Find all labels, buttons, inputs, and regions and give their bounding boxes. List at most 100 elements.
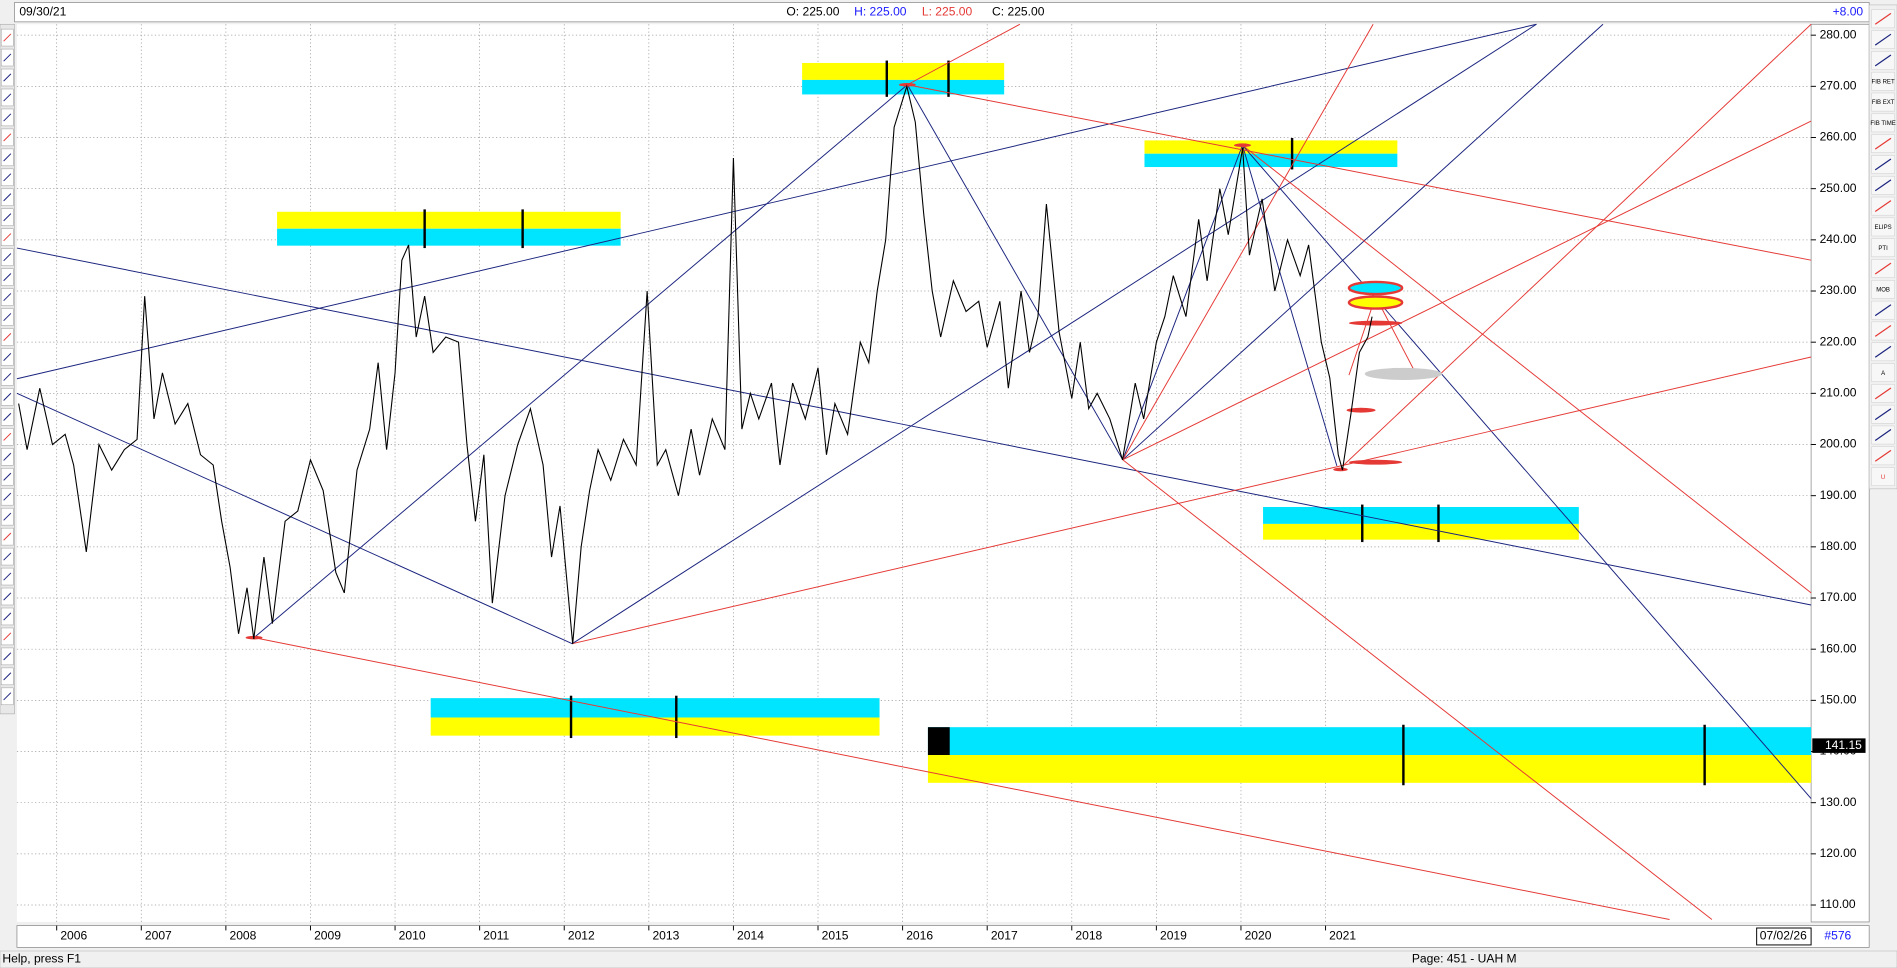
tool-icon <box>3 313 12 322</box>
tool-icon <box>3 572 12 581</box>
ellipse <box>1364 367 1443 380</box>
ellipse <box>1348 459 1403 465</box>
x-tick-label: 2006 <box>60 929 87 943</box>
tool-icon <box>3 452 12 461</box>
band <box>277 211 621 229</box>
trendlines <box>16 23 1812 921</box>
tool-icon <box>3 33 12 42</box>
price-plot <box>18 84 1373 645</box>
tool-icon <box>1874 345 1892 358</box>
y-tick-label: 160.00 <box>1820 641 1857 655</box>
tool-button[interactable] <box>1871 92 1895 112</box>
tool-label: FIB EXT <box>1872 100 1895 106</box>
tool-button[interactable] <box>1871 113 1895 133</box>
tool-button[interactable] <box>1871 280 1895 299</box>
tool-icon <box>3 213 12 222</box>
y-tick-label: 210.00 <box>1820 386 1857 400</box>
band <box>1144 153 1398 168</box>
y-tick-label: 280.00 <box>1820 27 1857 41</box>
tool-icon <box>1874 262 1892 275</box>
tool-icon <box>3 233 12 242</box>
left-tools <box>0 28 14 706</box>
tool-icon <box>3 333 12 341</box>
header-high: H: 225.00 <box>854 4 907 18</box>
band <box>430 717 880 736</box>
x-tick-label: 2021 <box>1329 929 1356 943</box>
tool-icon <box>3 412 12 421</box>
tool-icon <box>3 492 12 501</box>
tool-label: ELIPS <box>1875 225 1892 231</box>
ellipse <box>1346 407 1376 413</box>
tool-icon <box>1874 200 1892 213</box>
header-low: L: 225.00 <box>922 4 973 18</box>
band <box>430 698 880 718</box>
tool-icon <box>1874 387 1892 400</box>
tool-icon <box>1874 54 1892 67</box>
tool-button[interactable] <box>1871 467 1895 486</box>
tool-icon <box>1874 12 1892 25</box>
x-tick-label: 2016 <box>906 929 933 943</box>
tool-icon <box>1874 304 1892 317</box>
price-marker-label: 141.15 <box>1825 738 1862 752</box>
tool-button[interactable] <box>1871 217 1895 237</box>
tool-button[interactable] <box>1871 363 1895 382</box>
x-tick-label: 2011 <box>483 929 509 943</box>
price-line <box>18 84 1373 645</box>
x-tick-label: 2020 <box>1245 929 1272 943</box>
tool-label: FIB RET <box>1872 79 1895 85</box>
tool-label: PTI <box>1878 246 1888 252</box>
tool-icon <box>3 552 12 561</box>
x-tick-label: 2014 <box>737 929 764 943</box>
x-tick-label: 2018 <box>1075 929 1102 943</box>
pivot-marker <box>1234 143 1251 148</box>
tool-icon <box>3 173 12 182</box>
tool-icon <box>1874 158 1892 171</box>
tool-button[interactable] <box>1871 71 1895 91</box>
tool-icon <box>3 93 12 102</box>
price-marker <box>1812 738 1866 753</box>
header-close: C: 225.00 <box>992 4 1045 18</box>
tool-icon <box>3 193 12 202</box>
x-tick-label: 2009 <box>314 929 341 943</box>
band <box>927 727 1812 755</box>
y-tick-label: 130.00 <box>1820 795 1857 809</box>
x-tick-label: 2019 <box>1160 929 1187 943</box>
tool-icon <box>3 273 12 282</box>
tool-icon <box>3 253 12 262</box>
tool-button[interactable] <box>1871 238 1895 258</box>
y-tick-label: 220.00 <box>1820 334 1857 348</box>
tool-label: MOB <box>1876 288 1890 294</box>
x-tick-label: 2015 <box>822 929 849 943</box>
y-tick-label: 180.00 <box>1820 539 1857 553</box>
ellipse <box>1348 320 1403 326</box>
tool-label: A <box>1881 371 1886 377</box>
tool-icon <box>1874 429 1892 441</box>
end-date-box <box>1756 927 1812 946</box>
tool-icon <box>3 612 12 621</box>
header-open: O: 225.00 <box>786 4 839 18</box>
y-tick-label: 270.00 <box>1820 79 1857 93</box>
end-date: 07/02/26 <box>1760 929 1807 943</box>
tool-icon <box>3 133 12 142</box>
tool-icon <box>3 53 12 62</box>
y-tick-label: 170.00 <box>1820 590 1857 604</box>
price-axis <box>1810 23 1870 923</box>
y-tick-label: 110.00 <box>1820 897 1856 911</box>
y-tick-label: 120.00 <box>1820 846 1857 860</box>
band-dividers <box>423 60 1706 786</box>
ellipses <box>245 82 1443 640</box>
band <box>1263 523 1579 540</box>
band-handle <box>927 727 950 755</box>
tool-icon <box>3 512 12 521</box>
tool-label: U <box>1881 475 1885 481</box>
fib-bands <box>277 60 1812 786</box>
status-page: Page: 451 - UAH M <box>1412 952 1517 966</box>
y-tick-label: 250.00 <box>1820 181 1857 195</box>
tool-icon <box>1874 325 1892 337</box>
y-tick-label: 260.00 <box>1820 130 1857 144</box>
y-tick-label: 240.00 <box>1820 232 1857 246</box>
tool-icon <box>3 293 12 302</box>
tool-icon <box>3 692 12 701</box>
y-tick-label: 200.00 <box>1820 437 1857 451</box>
